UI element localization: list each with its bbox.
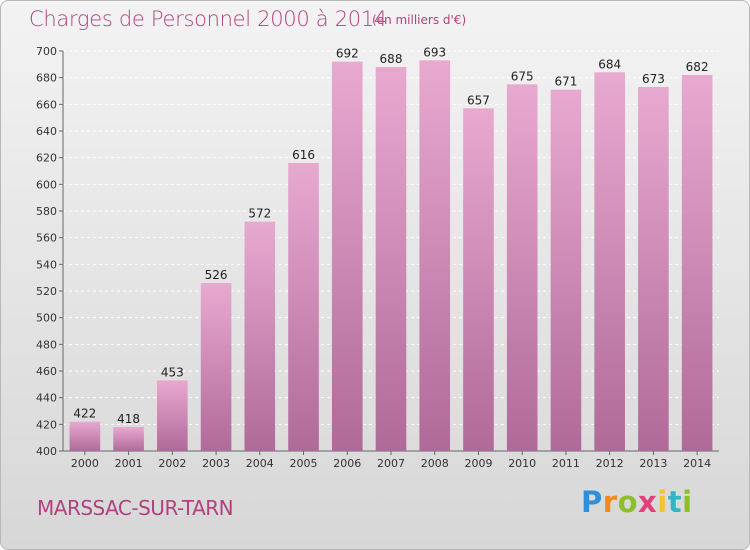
bar-value-label: 572 [248, 207, 271, 221]
chart-title: Charges de Personnel 2000 à 2014 [29, 7, 387, 31]
bar-value-label: 526 [205, 268, 228, 282]
y-tick-label: 540 [36, 258, 57, 271]
x-tick-label: 2008 [421, 457, 449, 470]
bar-2010[interactable] [506, 84, 538, 451]
y-tick-label: 640 [36, 125, 57, 138]
bar-2000[interactable] [69, 421, 101, 451]
x-tick-label: 2005 [290, 457, 318, 470]
logo-letter: r [602, 485, 618, 519]
logo-letter: o [617, 485, 639, 519]
logo-letter: i [682, 485, 693, 519]
bar-2006[interactable] [331, 61, 363, 452]
bar-value-label: 616 [292, 148, 315, 162]
bar-value-label: 422 [73, 407, 96, 421]
bar-2013[interactable] [638, 87, 669, 451]
bar-2014[interactable] [681, 75, 713, 451]
y-tick-label: 460 [36, 365, 57, 378]
chart-subtitle: (en milliers d'€) [372, 13, 467, 27]
y-tick-label: 700 [36, 45, 57, 58]
bar-value-label: 692 [336, 47, 359, 61]
bar-value-label: 673 [642, 72, 665, 86]
bar-2008[interactable] [419, 60, 451, 451]
bars [69, 60, 713, 452]
city-name: MARSSAC-SUR-TARN [37, 496, 234, 520]
logo-letter: x [638, 485, 658, 519]
bar-value-label: 453 [161, 365, 184, 379]
bar-value-label: 684 [598, 57, 621, 71]
x-tick-label: 2010 [508, 457, 536, 470]
bar-2011[interactable] [550, 89, 582, 452]
y-tick-label: 500 [36, 312, 57, 325]
bar-2002[interactable] [157, 380, 188, 451]
x-tick-label: 2000 [71, 457, 99, 470]
x-tick-label: 2011 [552, 457, 580, 470]
bar-value-label: 693 [423, 45, 446, 59]
proxiti-logo[interactable]: Proxiti [581, 485, 693, 519]
x-tick-label: 2014 [683, 457, 711, 470]
y-tick-label: 600 [36, 178, 57, 191]
bar-2009[interactable] [463, 108, 494, 451]
x-tick-label: 2007 [377, 457, 405, 470]
bar-2001[interactable] [113, 427, 144, 451]
bar-2012[interactable] [594, 72, 625, 451]
y-tick-label: 520 [36, 285, 57, 298]
labels: 400 420 440 460 480 500 520 540 560 580 600 620 640 6… [36, 45, 711, 470]
bar-value-label: 671 [554, 75, 577, 89]
bar-2007[interactable] [375, 67, 407, 451]
y-tick-label: 560 [36, 232, 57, 245]
bar-2004[interactable] [244, 221, 276, 451]
y-tick-label: 580 [36, 205, 57, 218]
y-tick-label: 440 [36, 392, 57, 405]
logo-letter: P [581, 485, 603, 519]
x-tick-label: 2009 [464, 457, 492, 470]
x-tick-label: 2013 [639, 457, 667, 470]
bar-2003[interactable] [200, 283, 232, 451]
bar-value-label: 675 [511, 69, 534, 83]
y-tick-label: 420 [36, 418, 57, 431]
x-tick-label: 2002 [158, 457, 186, 470]
y-tick-label: 680 [36, 72, 57, 85]
y-tick-label: 620 [36, 152, 57, 165]
y-tick-label: 400 [36, 445, 57, 458]
x-tick-label: 2004 [246, 457, 274, 470]
bar-value-label: 657 [467, 93, 490, 107]
x-tick-label: 2001 [115, 457, 143, 470]
x-tick-label: 2006 [333, 457, 361, 470]
y-tick-label: 480 [36, 338, 57, 351]
logo-letter: t [667, 485, 683, 519]
x-tick-label: 2012 [596, 457, 624, 470]
bar-2005[interactable] [288, 163, 319, 451]
bar-value-label: 418 [117, 412, 140, 426]
bar-value-label: 688 [380, 52, 403, 66]
bar-value-label: 682 [686, 60, 709, 74]
x-tick-label: 2003 [202, 457, 230, 470]
y-tick-label: 660 [36, 98, 57, 111]
logo-letter: i [657, 485, 668, 519]
